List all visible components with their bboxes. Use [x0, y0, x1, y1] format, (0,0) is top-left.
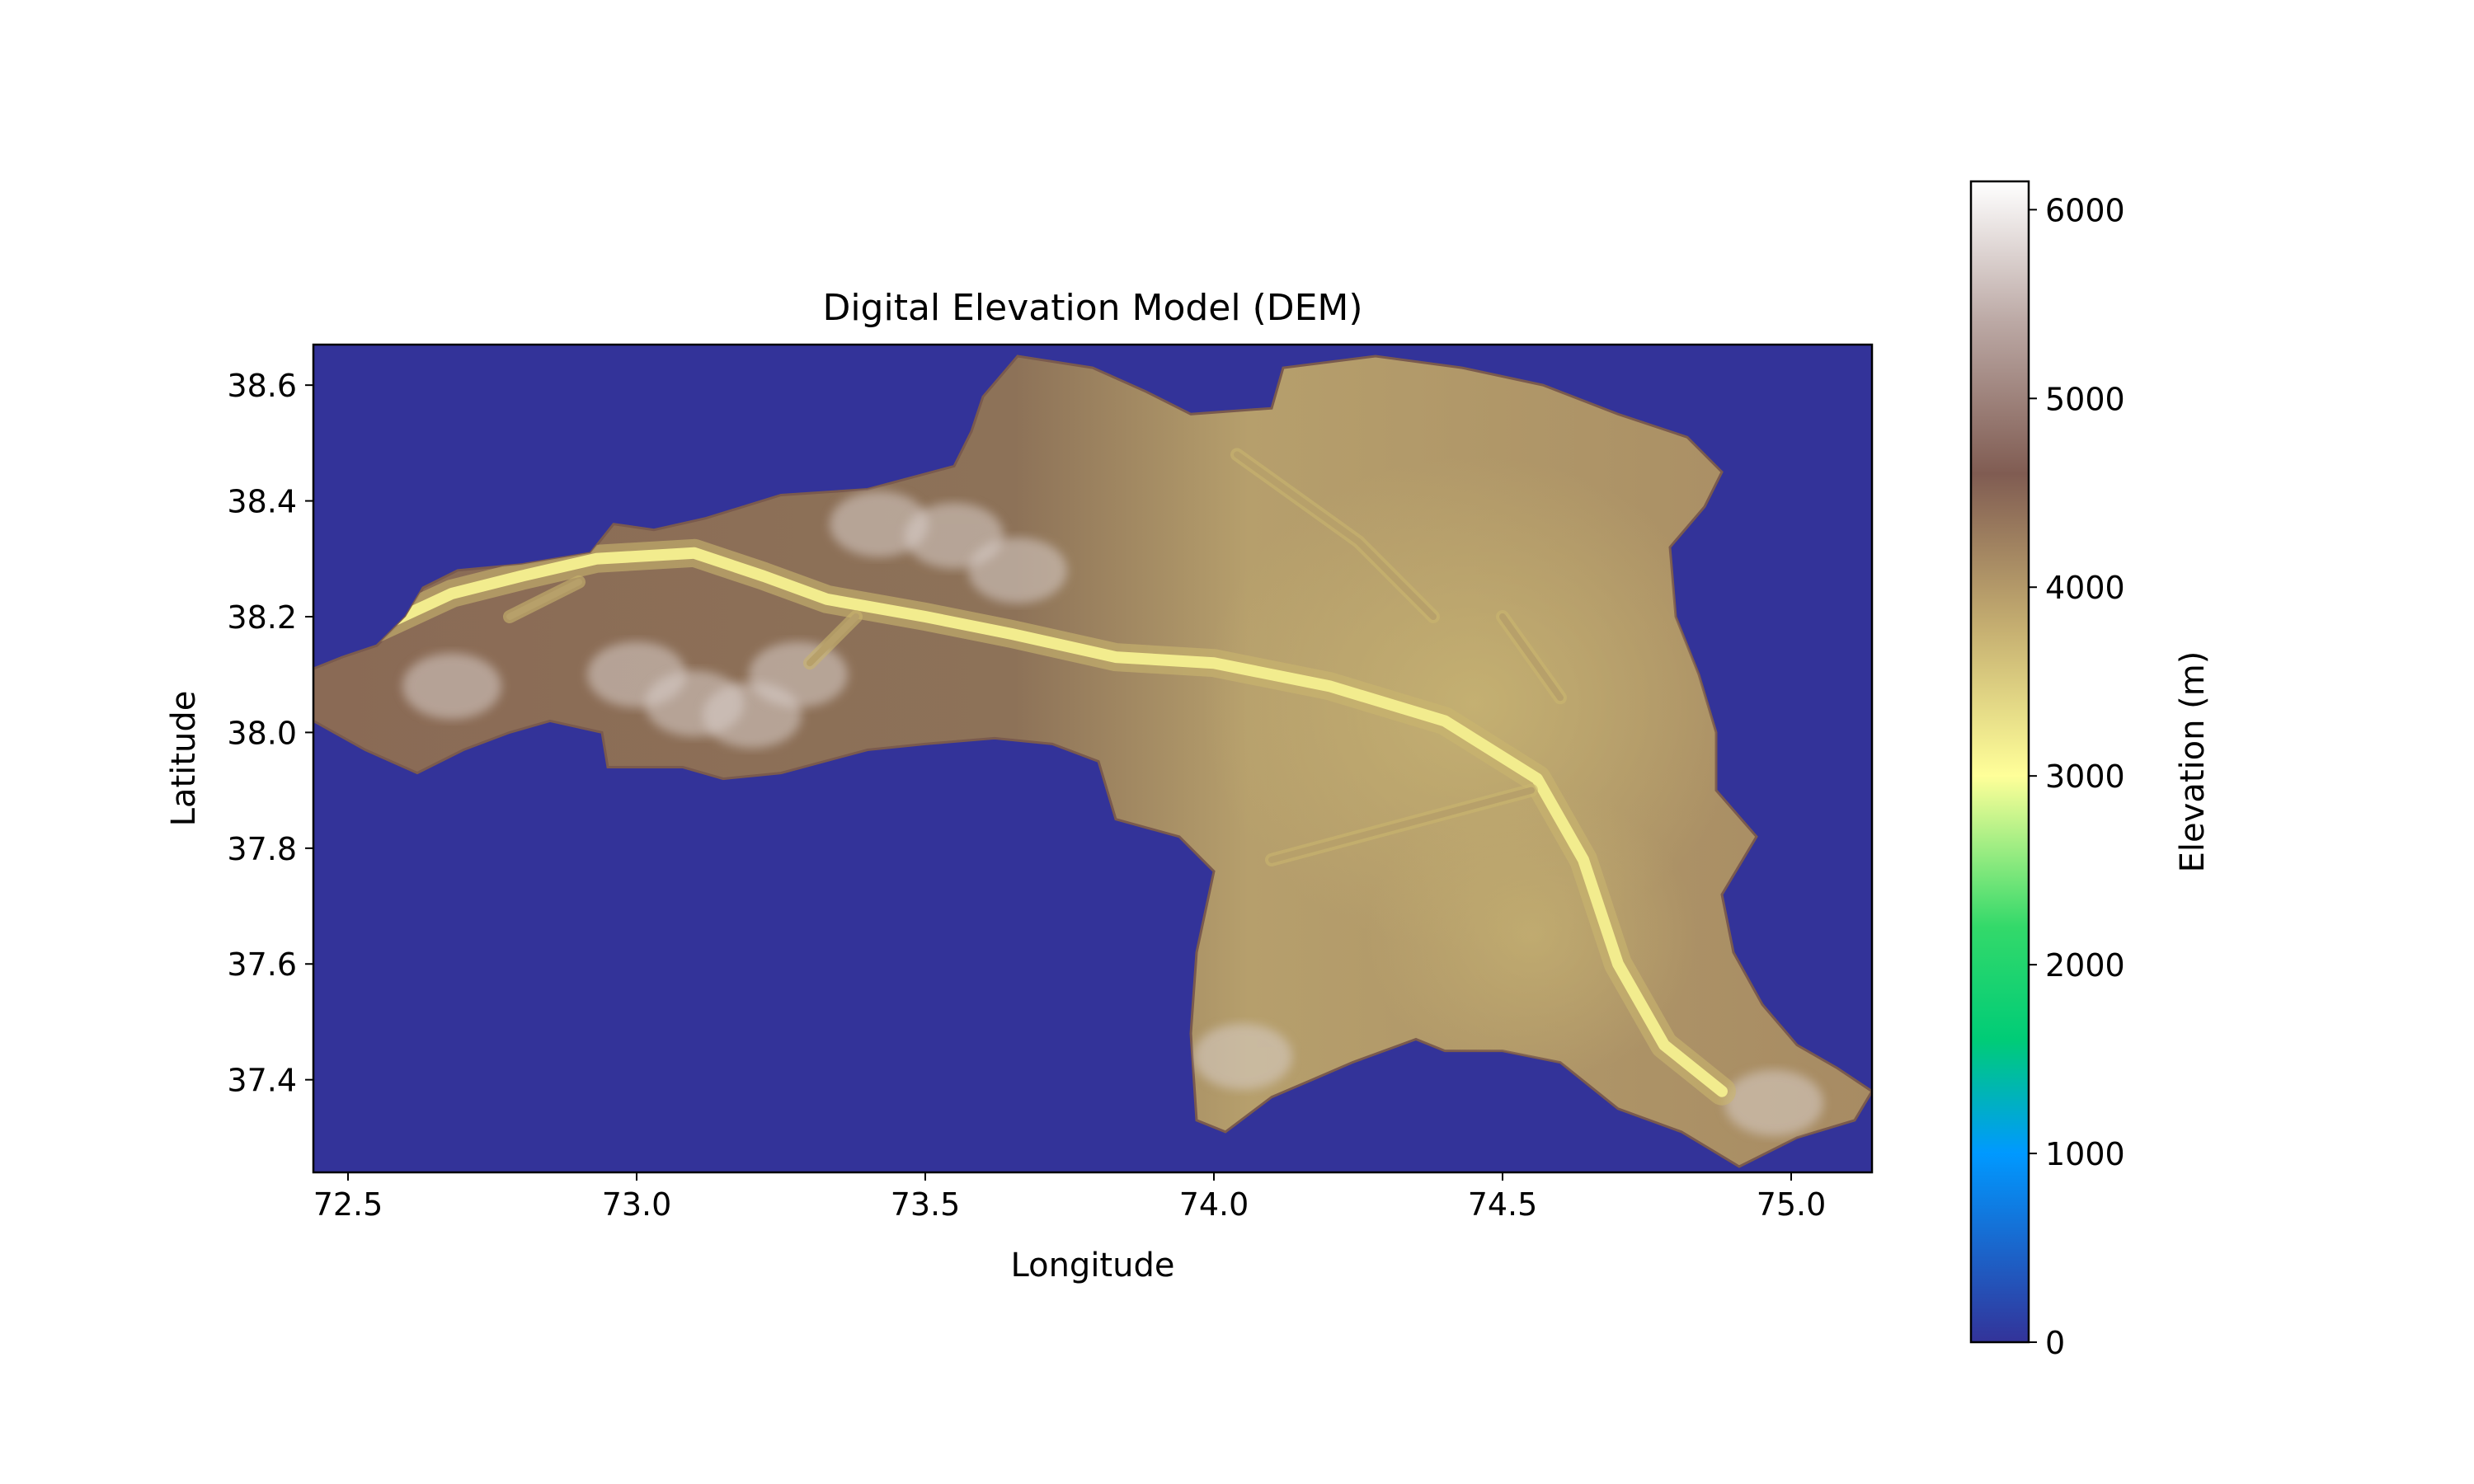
y-axis: 37.4 37.6 37.8 38.0 38.2 38.4 38.6 [227, 368, 313, 1099]
elevation-raster [313, 355, 1872, 1168]
colorbar-tick-label: 3000 [2045, 758, 2125, 795]
valley [1234, 451, 1437, 620]
summit [749, 641, 848, 708]
summit [968, 537, 1067, 603]
colorbar-tick-label: 2000 [2045, 947, 2125, 984]
colorbar-tick-label: 6000 [2045, 192, 2125, 228]
y-tick-label: 37.6 [227, 946, 297, 983]
summit [1724, 1069, 1823, 1136]
x-tick-label: 74.5 [1468, 1186, 1538, 1223]
y-tick-label: 38.0 [227, 715, 297, 751]
colorbar-tick-label: 0 [2045, 1325, 2065, 1361]
colorbar-tick-label: 5000 [2045, 381, 2125, 417]
colorbar-label: Elevation (m) [2174, 651, 2212, 873]
summit [830, 491, 929, 557]
y-axis-label: Latitude [165, 691, 203, 827]
valley [1499, 613, 1564, 702]
valley [807, 613, 859, 667]
x-tick-label: 73.0 [602, 1186, 672, 1223]
colorbar-tick-label: 1000 [2045, 1136, 2125, 1172]
y-tick-label: 38.4 [227, 484, 297, 520]
x-axis-label: Longitude [1011, 1247, 1175, 1284]
valley [506, 578, 582, 620]
x-tick-label: 72.5 [313, 1186, 383, 1223]
colorbar-tick-label: 4000 [2045, 570, 2125, 606]
y-tick-label: 37.8 [227, 831, 297, 867]
x-tick-label: 75.0 [1757, 1186, 1827, 1223]
valley [371, 547, 1728, 1097]
plateau-area [1366, 787, 1696, 1084]
x-tick-label: 73.5 [891, 1186, 961, 1223]
colorbar-ticks: 0 1000 2000 3000 4000 5000 6000 [2029, 192, 2125, 1361]
x-tick-label: 74.0 [1179, 1186, 1249, 1223]
plot-frame [312, 343, 1874, 1174]
y-tick-label: 38.6 [227, 368, 297, 404]
chart-title: Digital Elevation Model (DEM) [822, 287, 1362, 329]
x-axis: 72.5 73.0 73.5 74.0 74.5 75.0 [313, 1172, 1827, 1223]
summit [1193, 1023, 1292, 1090]
summit [402, 653, 501, 720]
colorbar [1969, 180, 2030, 1344]
valley [1268, 787, 1535, 863]
y-tick-label: 37.4 [227, 1063, 297, 1099]
y-tick-label: 38.2 [227, 599, 297, 636]
